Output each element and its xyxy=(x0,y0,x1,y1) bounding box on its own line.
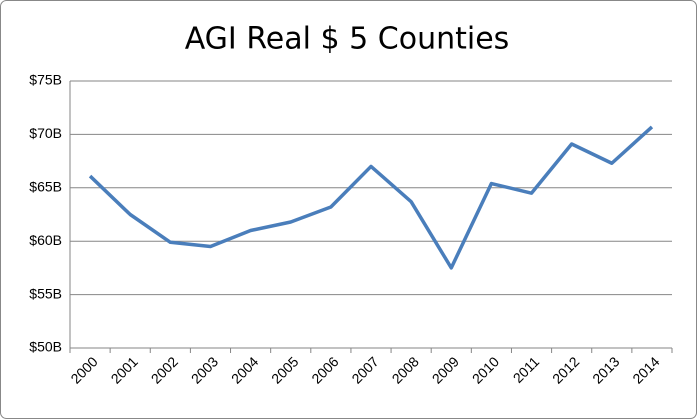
y-tick-label: $70B xyxy=(29,125,62,141)
y-tick-label: $50B xyxy=(29,339,62,355)
y-tick-label: $75B xyxy=(29,72,62,88)
y-tick-label: $65B xyxy=(29,179,62,195)
y-tick-label: $60B xyxy=(29,232,62,248)
data-line xyxy=(88,125,654,270)
y-tick-label: $55B xyxy=(29,285,62,301)
chart-title: AGI Real $ 5 Counties xyxy=(185,22,510,57)
